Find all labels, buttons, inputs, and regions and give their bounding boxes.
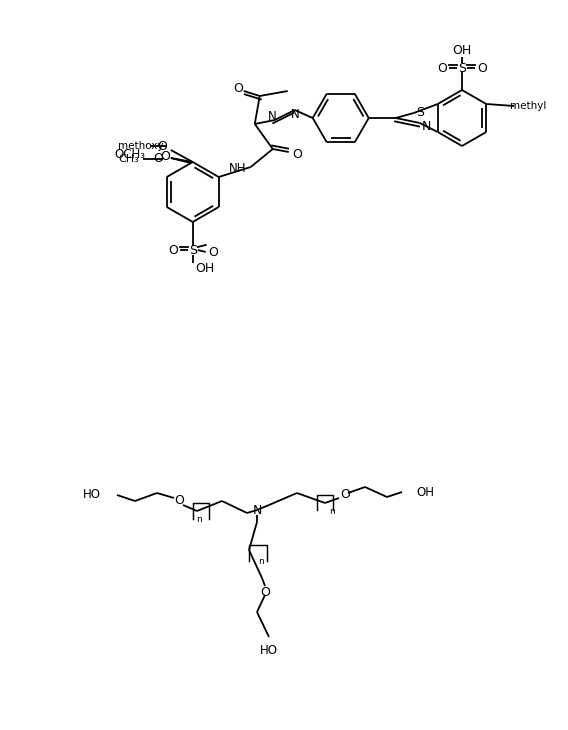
Text: O: O — [437, 61, 447, 74]
Text: N: N — [268, 110, 276, 123]
Text: OCH₃: OCH₃ — [115, 148, 146, 161]
Text: O: O — [157, 139, 166, 153]
Text: O: O — [208, 245, 218, 258]
Text: CH₃: CH₃ — [118, 154, 139, 164]
Text: n: n — [258, 558, 264, 566]
Text: S: S — [189, 244, 197, 256]
Text: NH: NH — [229, 163, 247, 175]
Text: S: S — [416, 107, 424, 120]
Text: N: N — [252, 504, 262, 517]
Text: n: n — [329, 507, 335, 515]
Text: O: O — [340, 488, 350, 502]
Text: O: O — [153, 153, 162, 166]
Text: HO: HO — [83, 488, 101, 502]
Text: O: O — [174, 494, 184, 507]
Text: O: O — [233, 82, 243, 96]
Text: OH: OH — [452, 45, 471, 58]
Text: n: n — [196, 515, 202, 523]
Text: O: O — [168, 244, 178, 256]
Text: HO: HO — [260, 645, 278, 658]
Text: N: N — [422, 120, 432, 133]
Text: O: O — [160, 150, 170, 164]
Text: S: S — [458, 61, 466, 74]
Text: N: N — [290, 107, 299, 120]
Text: O: O — [260, 585, 270, 599]
Text: methyl: methyl — [510, 101, 546, 111]
Text: O: O — [477, 61, 487, 74]
Text: OH: OH — [195, 261, 214, 274]
Text: OH: OH — [416, 485, 434, 499]
Text: methoxy: methoxy — [118, 141, 164, 151]
Text: O: O — [292, 147, 302, 161]
